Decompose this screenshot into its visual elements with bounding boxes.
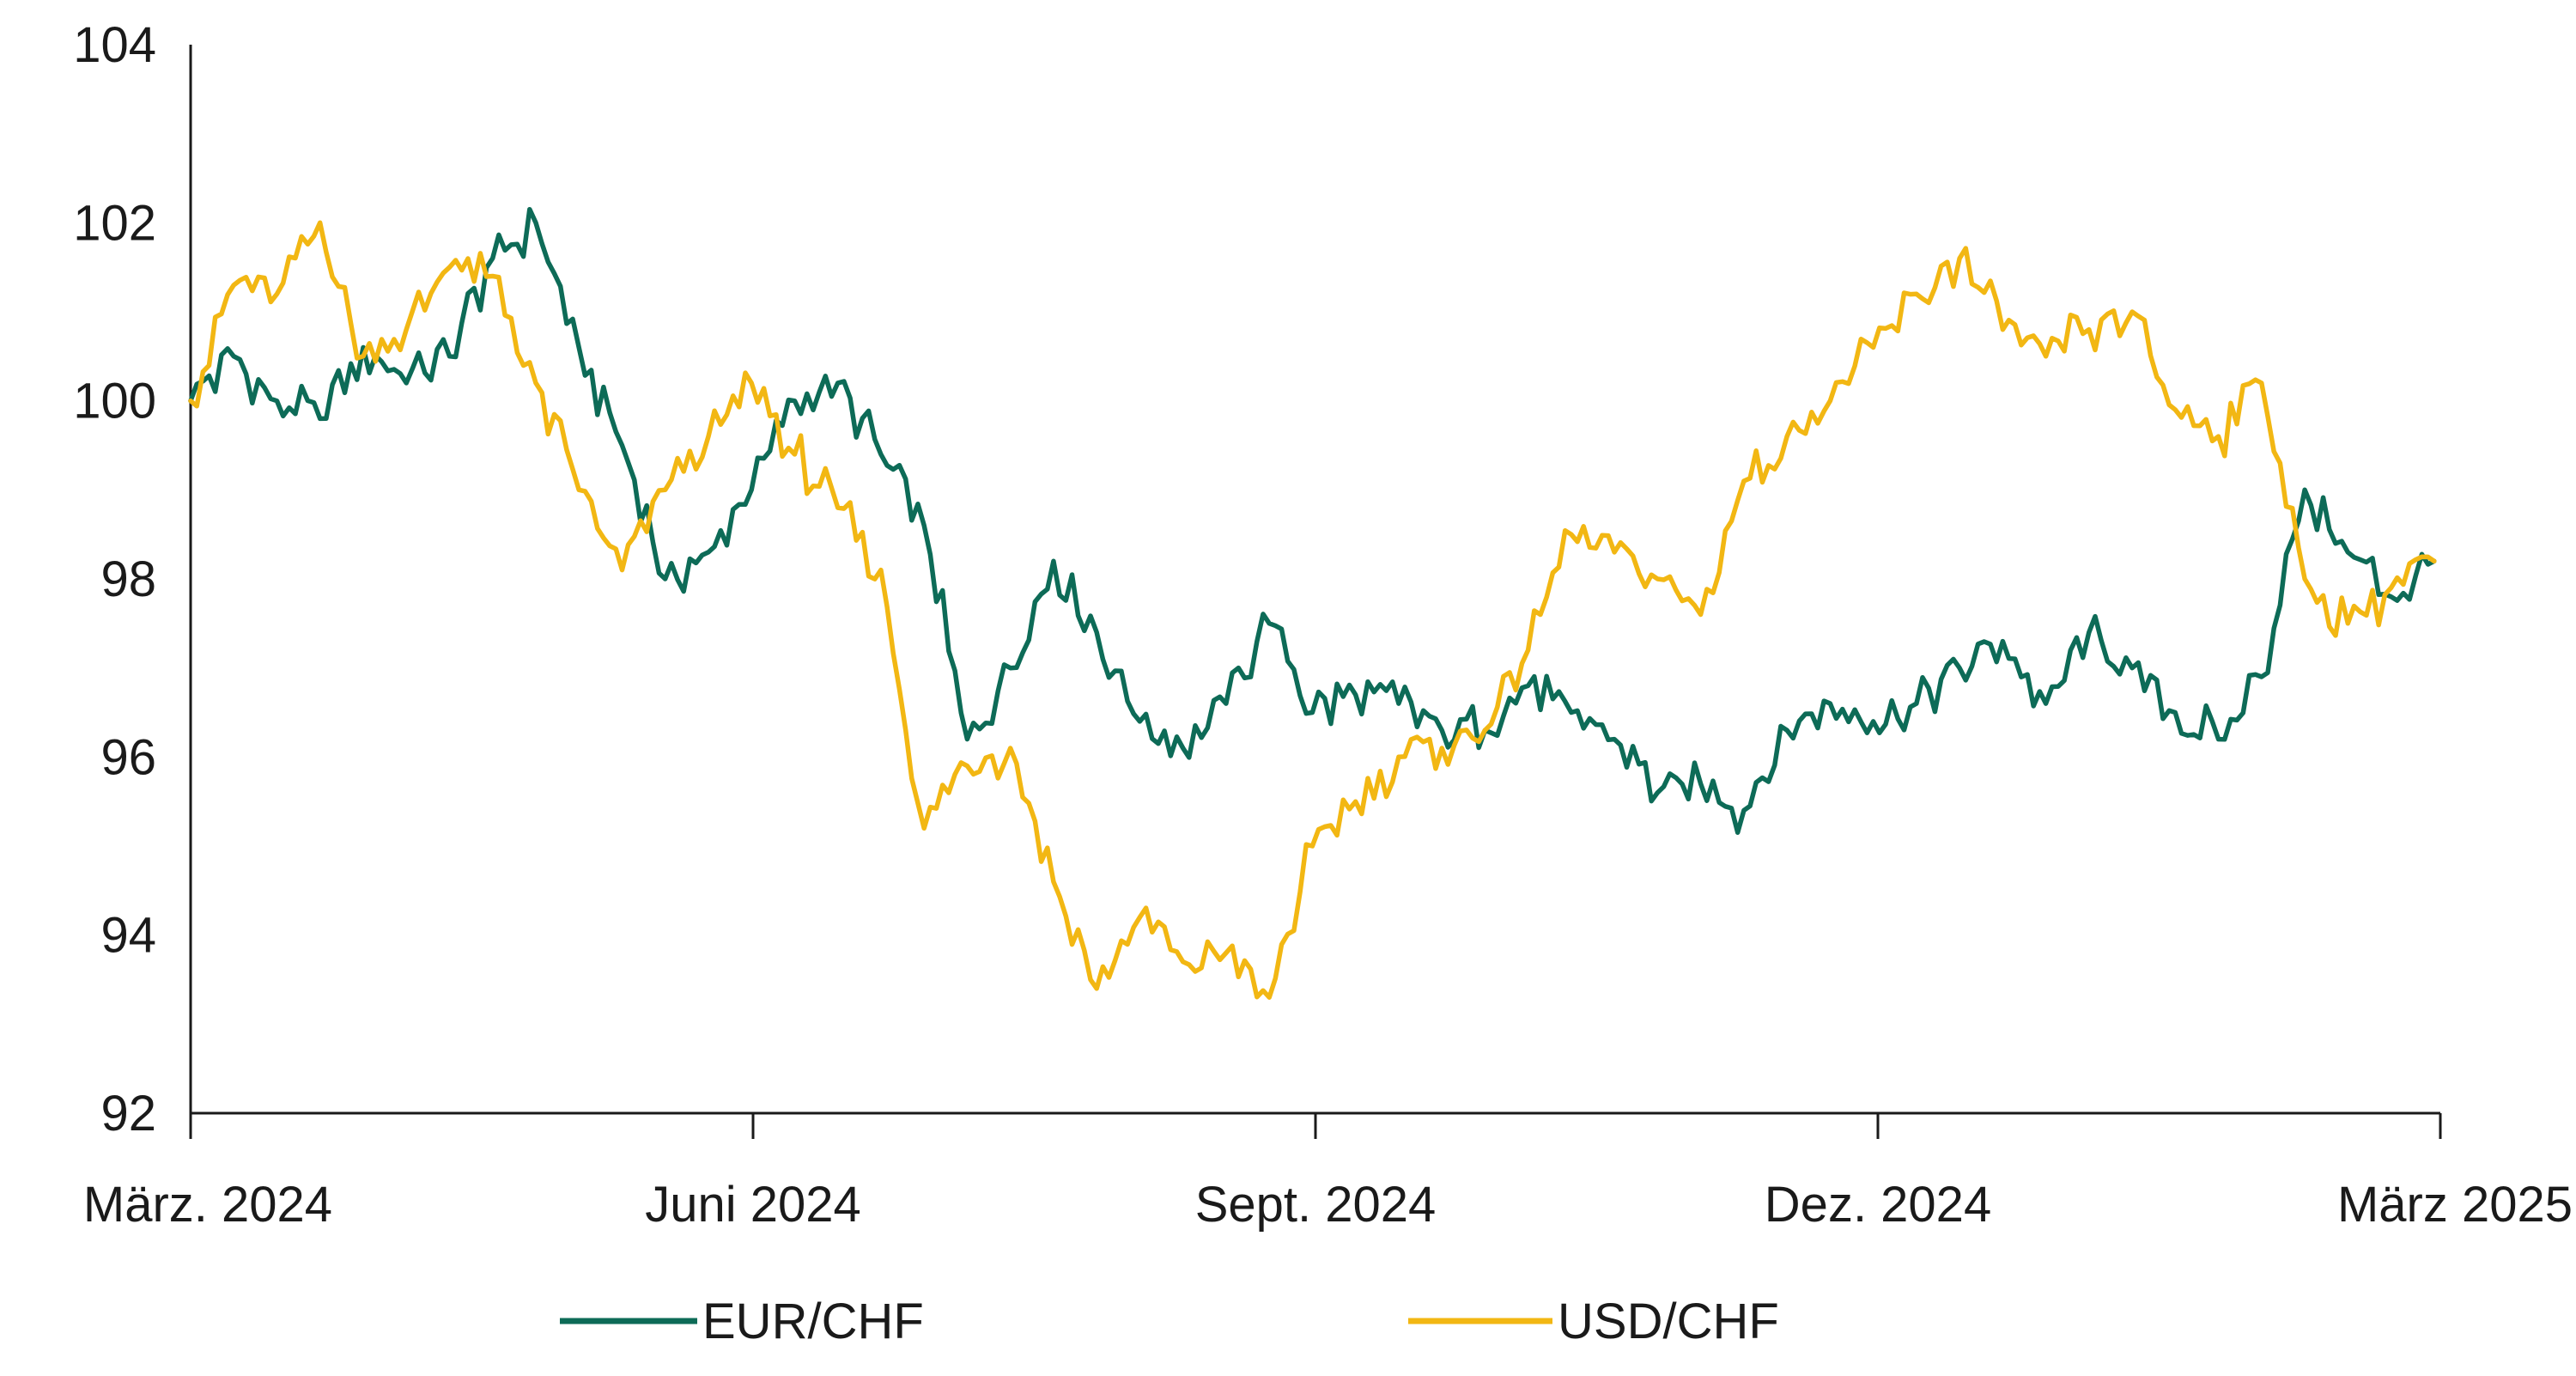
x-tick-label: Sept. 2024 [1195, 1177, 1437, 1233]
series-lines [188, 206, 2437, 1000]
series-line-usd-chf [188, 220, 2437, 1000]
y-tick-label: 96 [100, 729, 156, 785]
y-tick-label: 102 [73, 195, 156, 251]
x-axis: März. 2024 Juni 2024 Sept. 2024 Dez. 2024 Mä… [83, 1111, 2573, 1233]
x-tick-label: Juni 2024 [645, 1177, 861, 1233]
y-tick-label: 104 [73, 17, 156, 73]
y-tick-label: 94 [100, 908, 156, 964]
legend-label: EUR/CHF [702, 1294, 924, 1349]
x-tick-label: März. 2024 [83, 1177, 332, 1233]
x-tick-label: März 2025 [2337, 1177, 2573, 1233]
y-tick-label: 92 [100, 1086, 156, 1142]
y-axis: 92 94 96 98 100 102 104 [73, 17, 192, 1142]
legend-label: USD/CHF [1558, 1294, 1779, 1349]
y-tick-label: 98 [100, 551, 156, 607]
y-tick-label: 100 [73, 374, 156, 429]
series-line-eur-chf [188, 206, 2437, 836]
x-tick-label: Dez. 2024 [1765, 1177, 1991, 1233]
legend: EUR/CHF USD/CHF [560, 1294, 1779, 1349]
